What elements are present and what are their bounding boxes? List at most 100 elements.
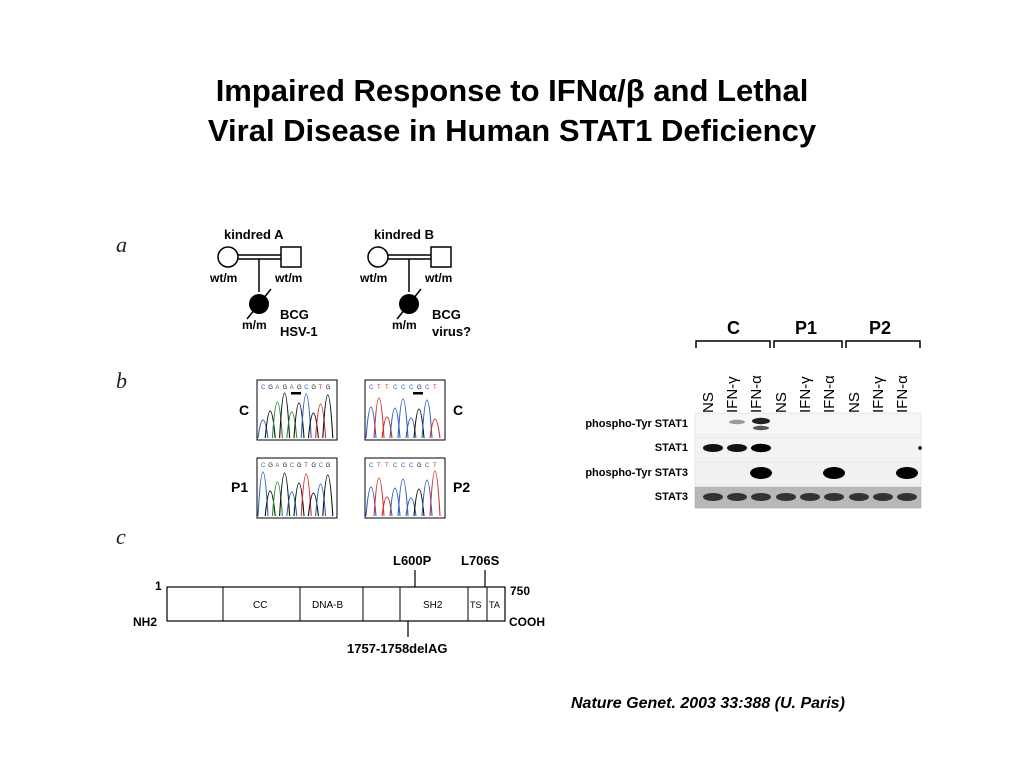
- band: [750, 467, 772, 479]
- phenotype-line-1: BCG: [280, 307, 309, 322]
- trace-label-p2: P2: [453, 479, 470, 495]
- trace-peak: [373, 477, 385, 517]
- title-line-1: Impaired Response to IFNα/β and Lethal: [215, 73, 809, 108]
- base-call: C: [425, 463, 430, 469]
- domain-ts: TS: [470, 600, 482, 610]
- trace-label-c-left: C: [239, 402, 249, 418]
- base-call: G: [326, 385, 331, 391]
- base-call: C: [401, 385, 406, 391]
- domain-dna-binding: DNA-B: [312, 600, 343, 611]
- mutation-l600p: L600P: [393, 553, 432, 568]
- trace-peak: [293, 482, 305, 517]
- row-label-stat1: STAT1: [655, 442, 688, 454]
- father-genotype: wt/m: [424, 271, 452, 285]
- base-call: G: [283, 385, 288, 391]
- base-call: G: [268, 385, 273, 391]
- base-call: C: [393, 385, 398, 391]
- slide-title: Impaired Response to IFNα/β and Lethal V…: [0, 71, 1024, 151]
- band: [776, 493, 796, 501]
- base-call: C: [290, 463, 295, 469]
- base-call: G: [417, 463, 422, 469]
- trace-peak: [307, 492, 319, 517]
- kindred-a-label: kindred A: [224, 227, 284, 242]
- group-label-p2: P2: [869, 318, 891, 338]
- trace-label-p1: P1: [231, 479, 248, 495]
- title-line-2: Viral Disease in Human STAT1 Deficiency: [207, 113, 817, 148]
- band: [703, 493, 723, 501]
- mother-symbol: [367, 246, 389, 268]
- bracket-c: [695, 340, 771, 348]
- lane-label: NS: [773, 392, 790, 413]
- kindred-b-label: kindred B: [374, 227, 434, 242]
- band: [752, 417, 770, 425]
- lane-label: NS: [700, 392, 717, 413]
- mutation-l706s: L706S: [461, 553, 500, 568]
- mother-genotype: wt/m: [359, 271, 387, 285]
- trace-peak: [271, 481, 283, 517]
- bracket-p2: [845, 340, 921, 348]
- base-call: G: [326, 463, 331, 469]
- lane-labels: NS IFN-γ IFN-α NS IFN-γ IFN-α NS IFN-γ I…: [700, 375, 911, 413]
- phenotype-line-2: virus?: [432, 324, 471, 339]
- pedigree-kindred-b: kindred B wt/m wt/m m/m BCG virus?: [359, 227, 471, 339]
- band: [727, 493, 747, 501]
- lane-label: IFN-γ: [724, 376, 741, 413]
- base-call: C: [304, 385, 309, 391]
- trace-peak: [271, 401, 283, 439]
- phenotype-line-1: BCG: [432, 307, 461, 322]
- bracket-p1: [773, 340, 843, 348]
- base-call: G: [297, 385, 302, 391]
- band: [849, 493, 869, 501]
- trace-peak: [257, 419, 269, 439]
- trace-peak: [397, 478, 409, 517]
- group-label-p1: P1: [795, 318, 817, 338]
- bands: [703, 417, 922, 501]
- pedigree-figure: kindred A wt/m wt/m m/m BCG HSV-1 kindre…: [209, 227, 471, 339]
- residue-start: 1: [155, 579, 162, 593]
- western-blot-figure: C P1 P2 NS IFN-γ IFN-α NS IFN-γ IFN-α NS…: [585, 318, 922, 509]
- blot-strip-phospho-stat1: [694, 412, 922, 436]
- band: [823, 467, 845, 479]
- band: [703, 444, 723, 452]
- band: [753, 425, 769, 431]
- row-label-phospho-stat3: phospho-Tyr STAT3: [585, 467, 688, 479]
- base-call: T: [304, 463, 308, 469]
- child-genotype: m/m: [392, 318, 417, 332]
- base-call: C: [319, 463, 324, 469]
- trace-peak: [293, 402, 305, 439]
- mutation-1757-1758delag: 1757-1758delAG: [347, 641, 447, 656]
- base-call: C: [261, 463, 266, 469]
- stat1-domain-map: L600P L706S 1 750 NH2 COOH CC DNA-B SH2 …: [133, 553, 545, 656]
- base-call: G: [311, 463, 316, 469]
- lane-label: IFN-α: [821, 375, 838, 413]
- lane-label: IFN-γ: [870, 376, 887, 413]
- mutation-site-marker: [413, 392, 423, 395]
- trace-peak: [307, 412, 319, 439]
- base-call: G: [283, 463, 288, 469]
- band: [918, 446, 922, 450]
- base-call: T: [433, 463, 437, 469]
- base-call: C: [425, 385, 430, 391]
- trace-peak: [381, 496, 393, 517]
- band: [800, 493, 820, 501]
- group-label-c: C: [727, 318, 740, 338]
- deceased-slash: [396, 288, 422, 320]
- blot-strip-phospho-stat3: [694, 460, 922, 486]
- base-call: C: [409, 385, 414, 391]
- base-call: C: [369, 385, 374, 391]
- base-call: G: [311, 385, 316, 391]
- row-label-stat3: STAT3: [655, 491, 688, 503]
- band: [751, 443, 771, 453]
- row-label-phospho-stat1: phospho-Tyr STAT1: [585, 418, 688, 430]
- mutation-site-marker: [291, 392, 301, 395]
- trace-peak: [322, 474, 334, 517]
- trace-peak: [286, 411, 298, 439]
- base-call: T: [385, 385, 389, 391]
- domain-sh2: SH2: [423, 600, 443, 611]
- trace-peak: [264, 410, 276, 439]
- n-terminus: NH2: [133, 615, 157, 629]
- trace-peak: [373, 397, 385, 439]
